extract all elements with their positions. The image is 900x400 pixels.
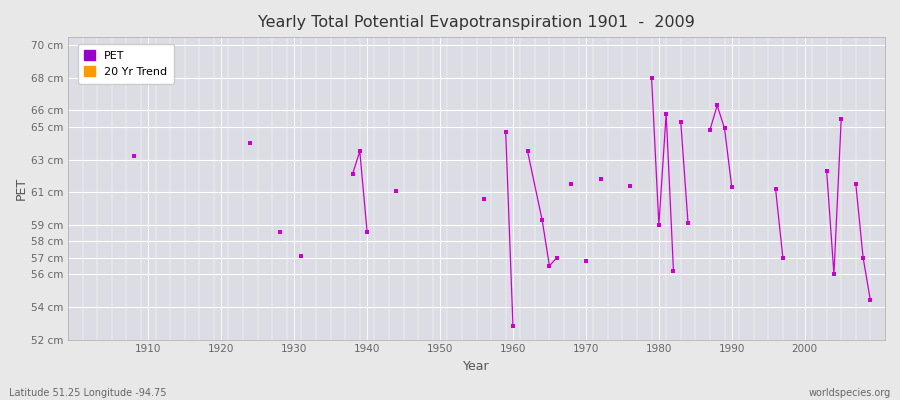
Text: Latitude 51.25 Longitude -94.75: Latitude 51.25 Longitude -94.75 (9, 388, 166, 398)
Text: worldspecies.org: worldspecies.org (809, 388, 891, 398)
Y-axis label: PET: PET (15, 176, 28, 200)
X-axis label: Year: Year (464, 360, 490, 373)
Title: Yearly Total Potential Evapotranspiration 1901  -  2009: Yearly Total Potential Evapotranspiratio… (258, 15, 695, 30)
Legend: PET, 20 Yr Trend: PET, 20 Yr Trend (77, 44, 174, 84)
